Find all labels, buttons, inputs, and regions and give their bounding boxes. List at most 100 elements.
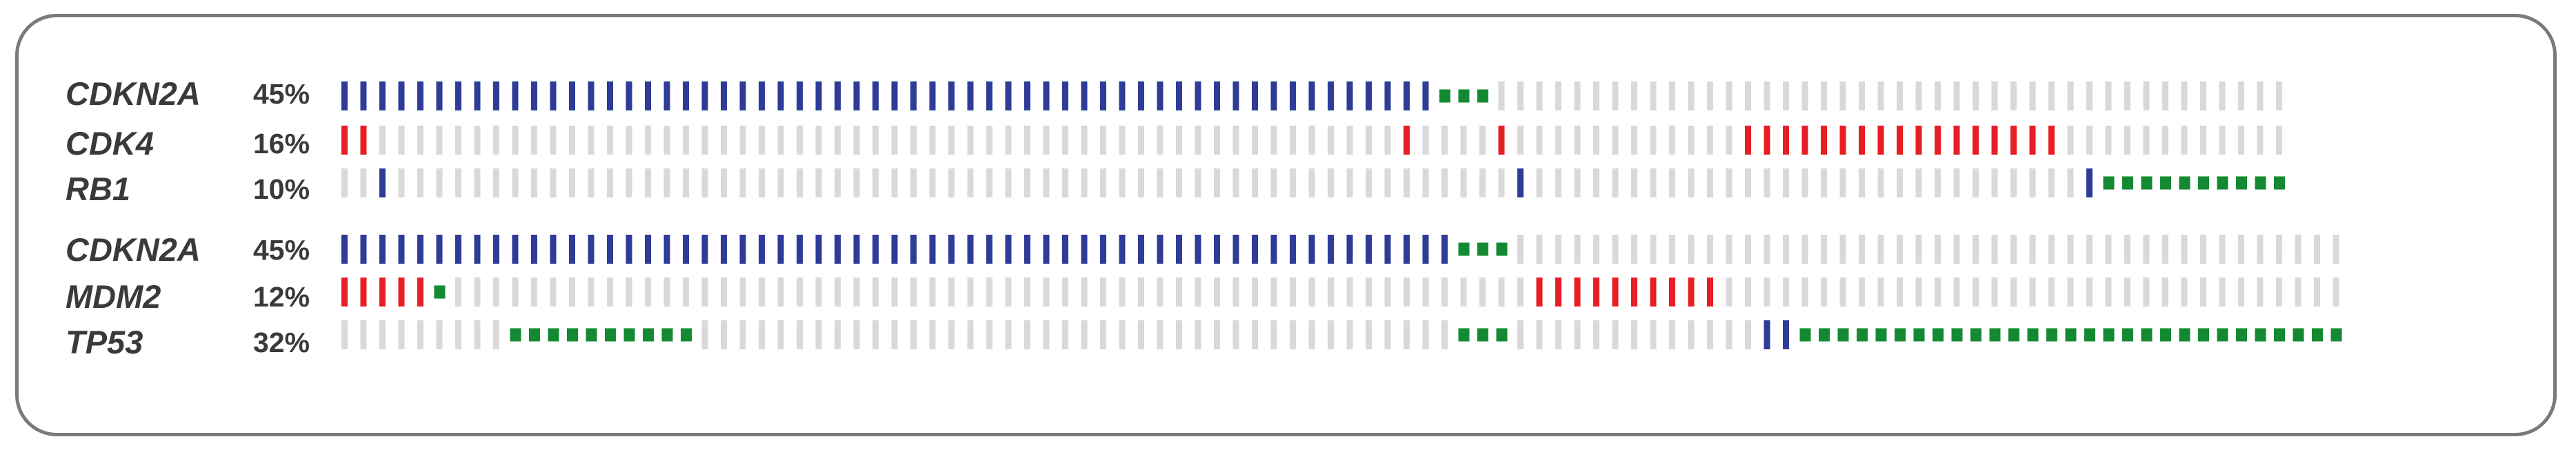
cell-none-cdk4-101: [2257, 126, 2264, 155]
cell-deletion-cdkn2a-32: [948, 81, 955, 110]
cell-none-cdkn2a-67: [1612, 235, 1619, 264]
cell-none-mdm2-10: [531, 278, 537, 307]
cell-amplification-mdm2-66: [1593, 278, 1599, 307]
cell-none-tp53-36: [1024, 320, 1030, 349]
cell-none-cdk4-2: [379, 126, 386, 155]
gene-label-cdkn2a-2: CDKN2A: [66, 231, 201, 268]
cell-deletion-cdkn2a-21: [739, 235, 746, 264]
cell-mutation-tp53-10: [529, 328, 540, 342]
cell-none-cdk4-8: [493, 126, 499, 155]
cell-deletion-cdkn2a-39: [1081, 235, 1088, 264]
cell-none-cdkn2a-101: [2257, 235, 2264, 264]
cell-deletion-cdkn2a-54: [1366, 235, 1372, 264]
cell-none-cdkn2a-77: [1801, 235, 1808, 264]
cell-none-cdk4-9: [512, 126, 519, 155]
cell-deletion-cdkn2a-39: [1081, 81, 1088, 110]
cell-deletion-cdkn2a-16: [645, 235, 651, 264]
cell-deletion-cdkn2a-1: [360, 235, 367, 264]
cell-none-mdm2-26: [835, 278, 841, 307]
cell-none-cdkn2a-71: [1688, 81, 1695, 110]
cell-none-mdm2-8: [493, 278, 499, 307]
cell-mutation-tp53-91: [2065, 328, 2077, 342]
cell-amplification-cdk4-61: [1498, 126, 1505, 155]
cell-none-rb1-53: [1346, 168, 1353, 197]
cell-mutation-rb1-97: [2179, 176, 2190, 190]
cell-amplification-mdm2-1: [360, 278, 367, 307]
cell-none-rb1-47: [1232, 168, 1239, 197]
cell-none-mdm2-51: [1308, 278, 1315, 307]
cell-none-rb1-30: [910, 168, 917, 197]
cell-none-mdm2-20: [721, 278, 727, 307]
cell-deletion-cdkn2a-29: [891, 81, 898, 110]
cell-none-cdk4-16: [645, 126, 651, 155]
cell-mutation-tp53-16: [643, 328, 654, 342]
cell-deletion-cdkn2a-47: [1232, 81, 1239, 110]
cell-none-cdk4-42: [1138, 126, 1144, 155]
cell-deletion-cdkn2a-38: [1062, 235, 1068, 264]
cell-deletion-cdkn2a-58: [1441, 235, 1448, 264]
cell-none-mdm2-13: [588, 278, 595, 307]
cell-mutation-tp53-102: [2274, 328, 2285, 342]
cell-deletion-cdkn2a-35: [1005, 235, 1012, 264]
cell-mutation-tp53-82: [1895, 328, 1906, 342]
cell-deletion-cdkn2a-31: [929, 235, 936, 264]
cell-mutation-tp53-101: [2255, 328, 2266, 342]
cell-none-rb1-9: [512, 168, 519, 197]
cell-none-mdm2-49: [1270, 278, 1277, 307]
cell-none-cdk4-4: [417, 126, 423, 155]
cell-none-rb1-73: [1726, 168, 1733, 197]
cell-none-cdk4-46: [1214, 126, 1220, 155]
cell-none-rb1-36: [1024, 168, 1030, 197]
cell-mutation-rb1-95: [2141, 176, 2153, 190]
gene-label-cdkn2a-1: CDKN2A: [66, 75, 201, 112]
cell-none-mdm2-78: [1821, 278, 1827, 307]
cell-none-cdk4-93: [2105, 126, 2112, 155]
cell-none-cdkn2a-95: [2143, 81, 2150, 110]
cell-none-cdkn2a-98: [2200, 81, 2206, 110]
cell-none-rb1-89: [2029, 168, 2036, 197]
cell-none-tp53-35: [1005, 320, 1012, 349]
cell-none-cdkn2a-67: [1612, 81, 1619, 110]
cell-deletion-cdkn2a-17: [663, 235, 670, 264]
cell-none-cdk4-26: [835, 126, 841, 155]
cell-none-cdkn2a-89: [2029, 235, 2036, 264]
cell-mutation-tp53-60: [1477, 328, 1488, 342]
cell-none-cdk4-6: [455, 126, 461, 155]
gene-label-mdm2: MDM2: [66, 278, 161, 315]
cell-none-cdkn2a-100: [2238, 81, 2244, 110]
cell-deletion-cdkn2a-37: [1043, 81, 1050, 110]
cell-amplification-cdk4-1: [360, 126, 367, 155]
cell-none-mdm2-14: [607, 278, 613, 307]
cell-deletion-cdkn2a-1: [360, 81, 367, 110]
cell-deletion-cdkn2a-30: [910, 81, 917, 110]
cell-mutation-tp53-81: [1875, 328, 1887, 342]
cell-amplification-mdm2-71: [1688, 278, 1695, 307]
cell-amplification-cdk4-80: [1859, 126, 1865, 155]
cell-none-cdkn2a-77: [1801, 81, 1808, 110]
gene-label-rb1: RB1: [66, 171, 131, 207]
cell-none-cdk4-39: [1081, 126, 1088, 155]
cell-none-mdm2-16: [645, 278, 651, 307]
cell-deletion-cdkn2a-26: [835, 81, 841, 110]
cell-deletion-cdkn2a-20: [721, 81, 727, 110]
cell-none-cdkn2a-66: [1593, 235, 1599, 264]
cell-none-rb1-88: [2010, 168, 2017, 197]
cell-amplification-mdm2-2: [379, 278, 386, 307]
cell-deletion-cdkn2a-37: [1043, 235, 1050, 264]
cell-none-tp53-62: [1517, 320, 1524, 349]
cell-none-rb1-51: [1308, 168, 1315, 197]
cell-none-rb1-45: [1195, 168, 1201, 197]
cell-deletion-cdkn2a-35: [1005, 81, 1012, 110]
cell-none-tp53-38: [1062, 320, 1068, 349]
cell-none-cdkn2a-73: [1726, 81, 1733, 110]
cell-deletion-cdkn2a-43: [1157, 235, 1164, 264]
cell-none-rb1-21: [739, 168, 746, 197]
cell-none-cdkn2a-88: [2010, 81, 2017, 110]
cell-deletion-cdkn2a-10: [531, 235, 537, 264]
cell-deletion-cdkn2a-49: [1270, 235, 1277, 264]
cell-deletion-cdkn2a-8: [493, 235, 499, 264]
cell-none-mdm2-84: [1935, 278, 1941, 307]
cell-none-cdk4-96: [2162, 126, 2168, 155]
cell-none-rb1-19: [701, 168, 708, 197]
cell-none-cdkn2a-79: [1839, 235, 1846, 264]
